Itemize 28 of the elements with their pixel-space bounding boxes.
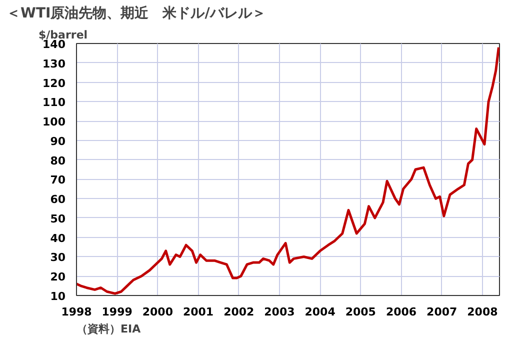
y-tick-label: 20 xyxy=(50,270,66,284)
text: （資料）EIA xyxy=(76,322,142,336)
x-tick-label: 2004 xyxy=(304,306,336,318)
x-tick-label: 1999 xyxy=(102,306,132,318)
y-tick-label: 70 xyxy=(50,174,66,187)
y-tick-label: 50 xyxy=(50,212,66,226)
x-tick-label: 2001 xyxy=(182,306,214,318)
x-tick-label: 2007 xyxy=(426,306,458,318)
x-tick-label: 2002 xyxy=(224,306,254,318)
y-tick-label: 130 xyxy=(42,57,66,70)
y-tick-label: 10 xyxy=(50,290,66,303)
y-tick-label: 60 xyxy=(50,193,66,206)
x-tick-label: 2000 xyxy=(142,306,174,318)
x-tick-label: 2003 xyxy=(264,306,295,318)
y-tick-label: 110 xyxy=(42,96,66,110)
x-tick-label: 2008 xyxy=(467,306,498,318)
x-tick-label: 2006 xyxy=(386,306,417,318)
y-tick-label: 100 xyxy=(42,116,66,129)
y-tick-label: 80 xyxy=(50,154,66,168)
y-tick-label: 120 xyxy=(42,76,66,90)
chart-title: ＜WTI原油先物、期近 米ドル/バレル＞ xyxy=(6,4,266,22)
y-tick-label: 90 xyxy=(50,134,66,148)
x-tick-label: 1998 xyxy=(61,306,92,318)
y-tick-label: 30 xyxy=(50,251,66,264)
x-tick-label: 2005 xyxy=(345,306,376,318)
y-axis-title: $/barrel xyxy=(38,28,88,42)
line-series xyxy=(76,46,500,295)
y-tick-label: 40 xyxy=(50,232,66,245)
